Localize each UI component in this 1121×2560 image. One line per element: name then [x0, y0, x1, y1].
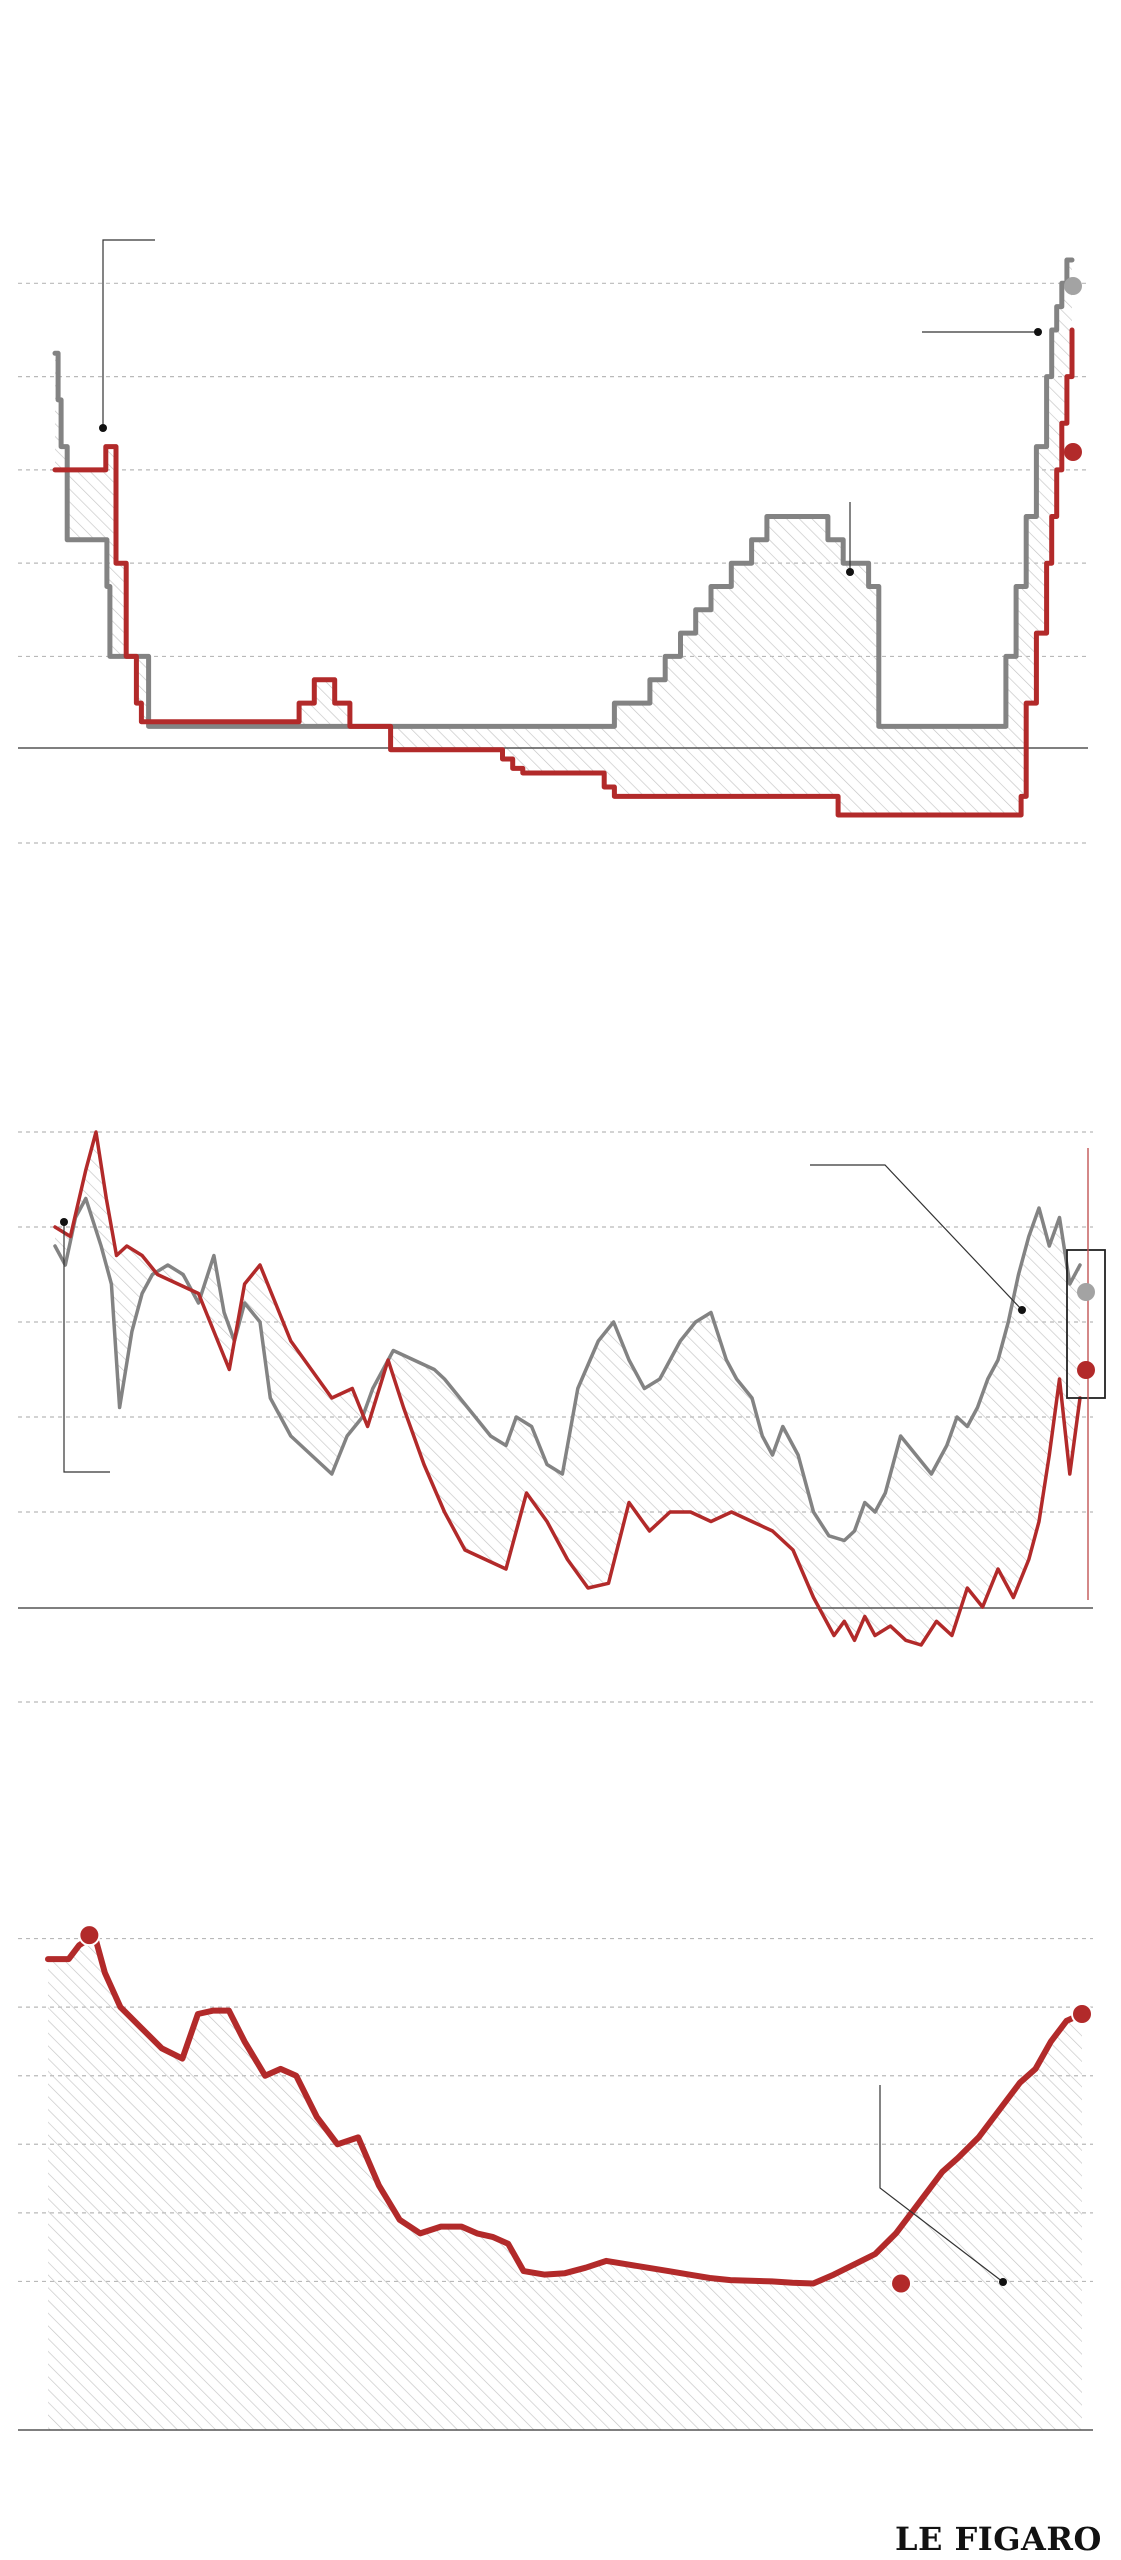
bond-yield-chart	[18, 1130, 1106, 1703]
p3-markers	[78, 1924, 1093, 2295]
p1-marker-right	[1034, 328, 1042, 336]
p1-end-dot-red	[1064, 443, 1082, 461]
policy-rate-chart	[18, 239, 1088, 844]
p2-red-series	[53, 1130, 1082, 1647]
p3-red-series	[45, 1932, 1085, 2287]
p2-zoom-box	[1066, 1249, 1106, 1399]
p2-gray-series	[53, 1196, 1082, 1543]
p1-end-dot-gray	[1064, 277, 1082, 295]
p2-leader-right	[810, 1164, 1023, 1311]
p2-end-dot-red	[1077, 1361, 1095, 1379]
p1-leader-left	[102, 239, 155, 428]
p3-marker-1	[890, 2272, 913, 2295]
p1-gray-series	[52, 257, 1075, 729]
p2-end-dot-gray	[1077, 1283, 1095, 1301]
p1-gap-hatch	[55, 260, 1072, 815]
p2-marker-right	[1018, 1306, 1026, 1314]
p3-leader	[879, 2085, 1004, 2283]
p2-leader-left	[63, 1222, 110, 1473]
p2-gap-hatch	[55, 1132, 1080, 1645]
inflation-area-chart	[18, 1924, 1093, 2431]
p1-marker-left	[99, 424, 107, 432]
p3-area-hatch	[48, 1935, 1082, 2430]
p2-marker-left	[60, 1218, 68, 1226]
p1-marker-mid	[846, 568, 854, 576]
p1-red-series	[52, 327, 1075, 818]
p3-marker-2	[1071, 2003, 1093, 2025]
p3-marker-0	[78, 1924, 101, 1947]
p3-leader-marker	[999, 2278, 1007, 2286]
le-figaro-logo: LE FIGARO	[895, 2520, 1102, 2558]
p1-gridlines	[18, 282, 1088, 844]
